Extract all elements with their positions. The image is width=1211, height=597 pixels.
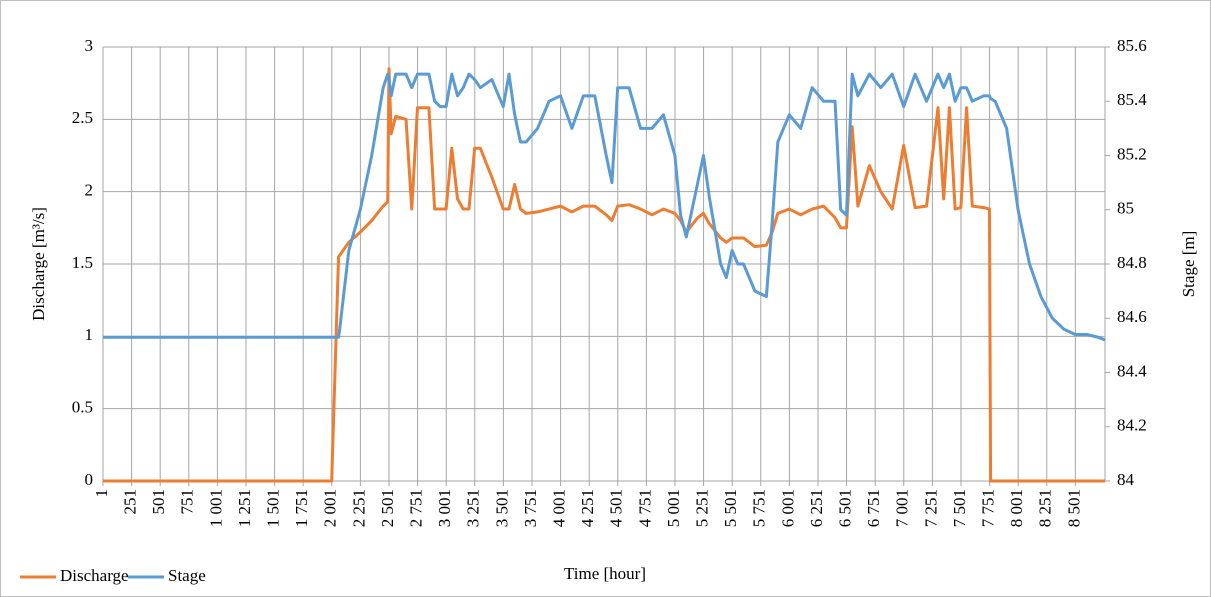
x-tick-label: 5 001 <box>664 489 683 527</box>
x-tick-label: 4 251 <box>578 489 597 527</box>
legend-label: Discharge <box>60 566 129 585</box>
x-tick-label: 6 751 <box>864 489 883 527</box>
y-tick-label: 3 <box>85 36 94 55</box>
y2-tick-label: 85.6 <box>1117 36 1147 55</box>
x-tick-label: 1 001 <box>206 489 225 527</box>
x-tick-label: 2 751 <box>406 489 425 527</box>
y-tick-label: 2 <box>85 181 94 200</box>
y2-tick-label: 84.8 <box>1117 253 1147 272</box>
x-tick-label: 7 251 <box>921 489 940 527</box>
y-tick-label: 0.5 <box>72 398 93 417</box>
x-tick-label: 6 001 <box>778 489 797 527</box>
x-tick-label: 3 251 <box>464 489 483 527</box>
x-tick-label: 1 501 <box>264 489 283 527</box>
x-tick-label: 6 251 <box>807 489 826 527</box>
x-tick-label: 1 251 <box>235 489 254 527</box>
y-tick-label: 2.5 <box>72 108 93 127</box>
x-tick-label: 251 <box>121 489 140 515</box>
y2-tick-label: 85 <box>1117 199 1134 218</box>
x-tick-label: 7 501 <box>950 489 969 527</box>
y2-tick-label: 84.6 <box>1117 307 1147 326</box>
x-tick-label: 8 251 <box>1036 489 1055 527</box>
y-tick-label: 1 <box>85 325 94 344</box>
x-tick-label: 8 001 <box>1007 489 1026 527</box>
y-tick-label: 0 <box>85 470 94 489</box>
x-tick-label: 2 001 <box>321 489 340 527</box>
x-axis-label: Time [hour] <box>564 564 646 583</box>
y2-tick-label: 84.2 <box>1117 416 1147 435</box>
x-tick-label: 5 251 <box>692 489 711 527</box>
legend-label: Stage <box>168 566 206 585</box>
x-tick-label: 8 501 <box>1064 489 1083 527</box>
y2-tick-label: 84 <box>1117 470 1135 489</box>
x-tick-label: 5 501 <box>721 489 740 527</box>
y2-tick-label: 84.4 <box>1117 361 1147 380</box>
x-tick-label: 4 001 <box>549 489 568 527</box>
x-tick-label: 3 501 <box>492 489 511 527</box>
x-tick-label: 4 751 <box>635 489 654 527</box>
x-tick-label: 6 501 <box>835 489 854 527</box>
x-tick-label: 2 501 <box>378 489 397 527</box>
y2-axis-label: Stage [m] <box>1179 231 1198 298</box>
x-tick-label: 5 751 <box>750 489 769 527</box>
x-tick-label: 3 751 <box>521 489 540 527</box>
y2-tick-label: 85.4 <box>1117 90 1147 109</box>
x-tick-label: 7 751 <box>978 489 997 527</box>
x-tick-label: 2 251 <box>349 489 368 527</box>
x-tick-label: 1 751 <box>292 489 311 527</box>
x-tick-label: 1 <box>92 489 111 498</box>
x-tick-label: 4 501 <box>607 489 626 527</box>
x-tick-label: 501 <box>149 489 168 515</box>
y-axis-label: Discharge [m³/s] <box>29 207 48 321</box>
x-tick-label: 3 001 <box>435 489 454 527</box>
x-tick-label: 7 001 <box>893 489 912 527</box>
series-line <box>103 72 1106 342</box>
x-tick-label: 751 <box>178 489 197 515</box>
y2-tick-label: 85.2 <box>1117 144 1147 163</box>
y-tick-label: 1.5 <box>72 253 93 272</box>
